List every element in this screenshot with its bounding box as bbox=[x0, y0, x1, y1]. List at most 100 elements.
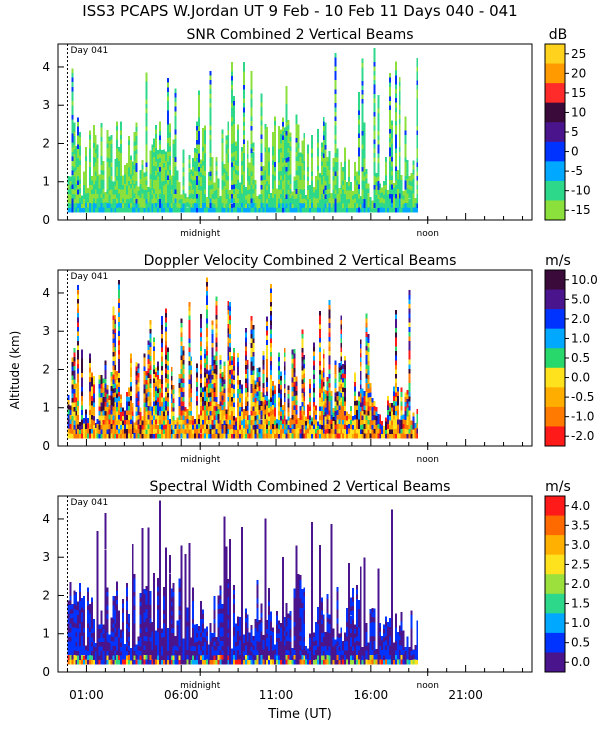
heatmap-cell bbox=[266, 176, 269, 181]
heatmap-cell bbox=[110, 409, 113, 415]
heatmap-cell bbox=[149, 415, 152, 421]
heatmap-cell bbox=[416, 116, 419, 122]
heatmap-cell bbox=[199, 323, 202, 328]
heatmap-cell bbox=[209, 112, 212, 117]
heatmap-cell bbox=[231, 374, 234, 379]
heatmap-cell bbox=[129, 353, 132, 359]
heatmap-cell bbox=[143, 433, 146, 439]
heatmap-cell bbox=[147, 345, 150, 350]
heatmap-cell bbox=[116, 203, 119, 208]
heatmap-cell bbox=[196, 162, 199, 167]
heatmap-cell bbox=[238, 424, 241, 430]
heatmap-cell bbox=[178, 378, 181, 384]
heatmap-cell bbox=[110, 194, 113, 199]
heatmap-cell bbox=[398, 156, 401, 162]
heatmap-cell bbox=[188, 185, 191, 191]
heatmap-cell bbox=[252, 184, 255, 190]
heatmap-cell bbox=[135, 127, 138, 132]
heatmap-cell bbox=[161, 185, 163, 191]
heatmap-cell bbox=[71, 203, 74, 208]
heatmap-cell bbox=[205, 337, 208, 342]
heatmap-cell bbox=[371, 424, 374, 430]
heatmap-cell bbox=[252, 397, 255, 403]
heatmap-cell bbox=[112, 306, 115, 312]
heatmap-cell bbox=[328, 419, 331, 425]
heatmap-cell bbox=[151, 433, 154, 439]
heatmap-cell bbox=[258, 198, 261, 204]
heatmap-cell bbox=[289, 179, 292, 185]
heatmap-cell bbox=[260, 401, 263, 406]
heatmap-cell bbox=[170, 175, 173, 181]
heatmap-cell bbox=[110, 175, 113, 181]
heatmap-cell bbox=[369, 410, 372, 416]
heatmap-cell bbox=[166, 110, 169, 116]
heatmap-cell bbox=[287, 170, 290, 176]
heatmap-cell bbox=[283, 370, 286, 375]
heatmap-cell bbox=[381, 429, 384, 435]
heatmap-cell bbox=[141, 416, 144, 421]
heatmap-cell bbox=[340, 365, 343, 371]
heatmap-cell bbox=[338, 405, 341, 411]
heatmap-cell bbox=[387, 433, 390, 439]
heatmap-cell bbox=[120, 420, 123, 426]
heatmap-cell bbox=[318, 333, 321, 339]
heatmap-cell bbox=[161, 406, 163, 412]
heatmap-cell bbox=[108, 190, 111, 195]
heatmap-cell bbox=[242, 180, 245, 186]
heatmap-cell bbox=[295, 142, 298, 148]
heatmap-cell bbox=[412, 174, 415, 180]
heatmap-cell bbox=[201, 387, 204, 393]
heatmap-cell bbox=[264, 133, 267, 139]
heatmap-cell bbox=[92, 380, 95, 385]
heatmap-cell bbox=[221, 376, 224, 382]
heatmap-cell bbox=[252, 392, 255, 398]
heatmap-cell bbox=[244, 433, 247, 439]
heatmap-cell bbox=[102, 193, 105, 199]
heatmap-cell bbox=[250, 429, 253, 434]
heatmap-cell bbox=[77, 167, 80, 172]
heatmap-cell bbox=[188, 190, 191, 195]
heatmap-cell bbox=[88, 198, 91, 204]
heatmap-cell bbox=[240, 433, 243, 439]
heatmap-cell bbox=[404, 148, 407, 154]
heatmap-cell bbox=[143, 424, 146, 430]
heatmap-cell bbox=[334, 107, 337, 113]
heatmap-cell bbox=[157, 198, 160, 204]
heatmap-cell bbox=[363, 149, 366, 155]
heatmap-cell bbox=[118, 293, 121, 299]
heatmap-cell bbox=[88, 377, 91, 382]
heatmap-cell bbox=[88, 175, 91, 181]
heatmap-cell bbox=[338, 410, 341, 415]
heatmap-cell bbox=[328, 174, 331, 180]
heatmap-cell bbox=[199, 350, 202, 356]
heatmap-cell bbox=[344, 392, 347, 398]
heatmap-cell bbox=[145, 162, 148, 168]
heatmap-cell bbox=[77, 429, 80, 434]
heatmap-cell bbox=[373, 89, 376, 94]
heatmap-cell bbox=[161, 424, 163, 430]
heatmap-cell bbox=[342, 396, 345, 402]
heatmap-cell bbox=[180, 424, 183, 430]
heatmap-cell bbox=[155, 405, 158, 410]
heatmap-cell bbox=[229, 347, 232, 352]
heatmap-cell bbox=[275, 418, 278, 424]
heatmap-cell bbox=[394, 134, 397, 140]
heatmap-cell bbox=[137, 405, 140, 411]
heatmap-cell bbox=[184, 407, 187, 412]
heatmap-cell bbox=[77, 198, 80, 204]
heatmap-cell bbox=[110, 376, 113, 382]
heatmap-cell bbox=[373, 419, 376, 425]
heatmap-cell bbox=[351, 420, 354, 425]
heatmap-cell bbox=[295, 386, 298, 391]
heatmap-cell bbox=[398, 193, 401, 199]
heatmap-cell bbox=[102, 433, 105, 439]
heatmap-cell bbox=[71, 198, 74, 204]
heatmap-cell bbox=[254, 179, 257, 185]
heatmap-cell bbox=[330, 391, 333, 396]
heatmap-cell bbox=[390, 152, 393, 158]
heatmap-cell bbox=[147, 349, 150, 355]
heatmap-cell bbox=[143, 402, 146, 407]
heatmap-cell bbox=[250, 374, 253, 380]
heatmap-cell bbox=[120, 203, 123, 208]
heatmap-cell bbox=[324, 411, 327, 417]
